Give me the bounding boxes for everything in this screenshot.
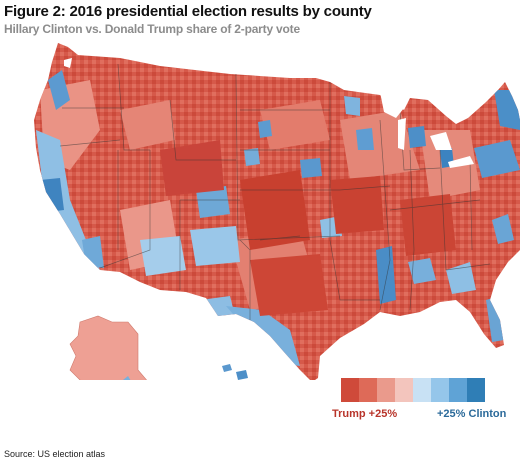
legend-clinton-label: +25% Clinton [437,408,507,420]
legend-trump-label: Trump +25% [332,408,398,420]
legend-swatch [467,378,485,402]
color-scale-legend [341,378,485,402]
figure-title: Figure 2: 2016 presidential election res… [4,3,372,20]
legend-swatch [431,378,449,402]
alaska-clinton-area [123,376,131,380]
legend-swatch [395,378,413,402]
legend-swatch [377,378,395,402]
lake-erie [448,156,474,168]
legend-swatch [359,378,377,402]
hawaii [222,364,248,380]
state-boundaries [59,63,491,320]
county-election-map [34,43,520,380]
legend-swatch [449,378,467,402]
source-note: Source: US election atlas [4,449,106,459]
lake-superior [380,92,404,118]
figure-subtitle: Hillary Clinton vs. Donald Trump share o… [4,22,300,36]
puget-sound [64,58,72,68]
legend-swatch [413,378,431,402]
legend-swatch [341,378,359,402]
alaska [69,315,147,380]
lake-michigan [398,118,406,150]
lake-huron [430,132,452,150]
